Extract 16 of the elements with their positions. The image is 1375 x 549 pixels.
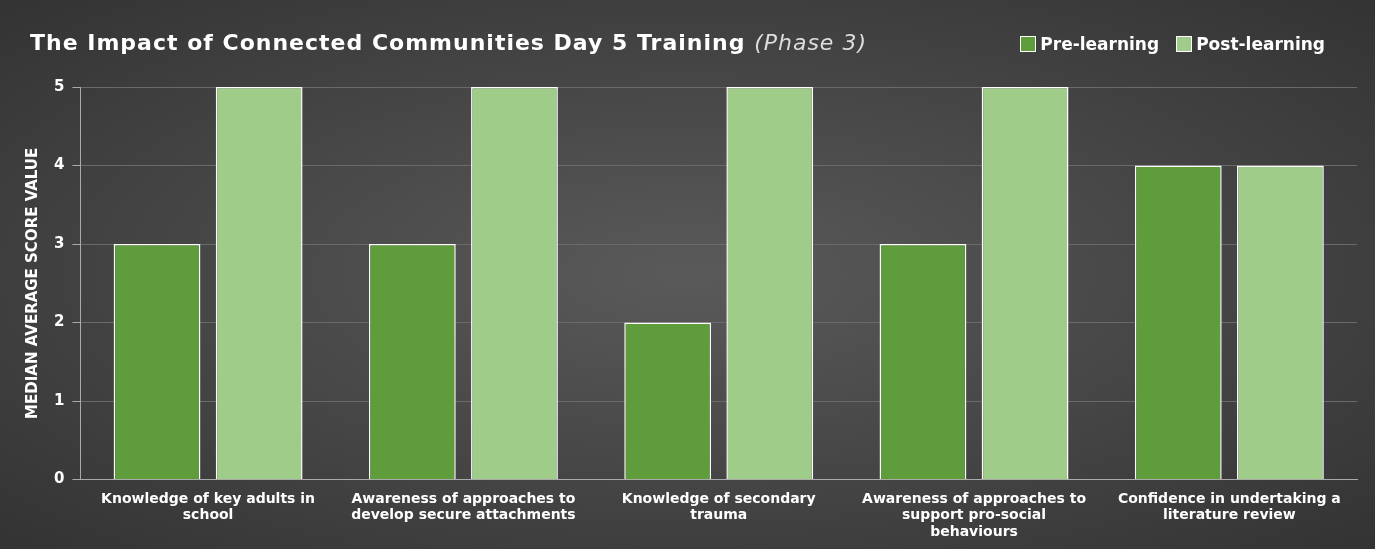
x-tick-label: Awareness of approaches to support pro-social behaviours	[862, 489, 1087, 540]
y-tick-label: 2	[54, 312, 65, 331]
chart-subtitle: (Phase 3)	[754, 30, 867, 55]
x-tick-label: Knowledge of secondary trauma	[621, 489, 816, 523]
legend-label: Pre-learning	[1040, 34, 1160, 54]
legend-label: Post-learning	[1196, 34, 1325, 54]
y-tick-label: 5	[54, 76, 65, 95]
y-tick-label: 4	[54, 155, 65, 174]
y-axis-title: MEDIAN AVERAGE SCORE VALUE	[22, 147, 41, 419]
y-tick-label: 1	[54, 390, 65, 409]
x-tick-label: Confidence in undertaking a literature review	[1117, 489, 1341, 523]
chart-title: The Impact of Connected Communities Day 5 Training	[30, 30, 746, 55]
x-tick-label: Knowledge of key adults in school	[101, 489, 316, 523]
y-tick-label: 3	[54, 233, 65, 252]
x-tick-label: Awareness of approaches to develop secure attachments	[351, 489, 576, 523]
y-tick-label: 0	[54, 469, 65, 488]
